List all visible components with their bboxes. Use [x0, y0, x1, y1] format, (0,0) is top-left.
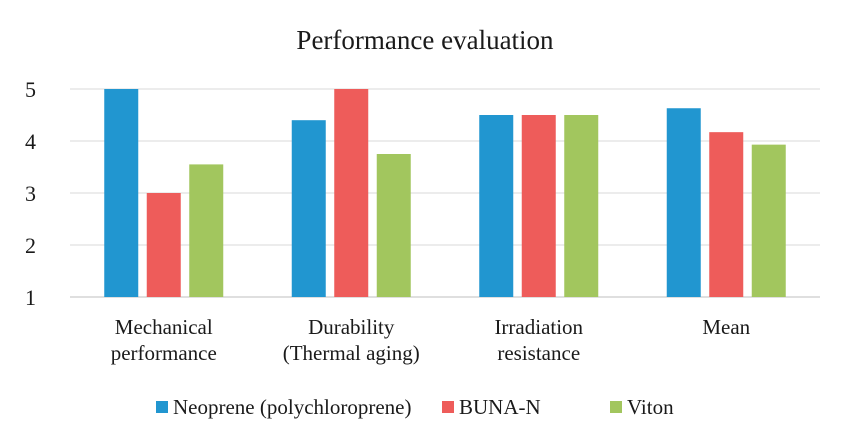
- chart-title: Performance evaluation: [296, 25, 554, 55]
- y-tick-label: 4: [25, 129, 36, 154]
- x-tick-label: Mechanical: [115, 315, 213, 339]
- x-tick-label: (Thermal aging): [283, 341, 420, 365]
- y-tick-label: 2: [25, 233, 36, 258]
- bar: [334, 89, 369, 297]
- bar: [376, 154, 411, 297]
- bar: [146, 193, 181, 297]
- legend-swatch: [156, 401, 168, 413]
- bar: [666, 108, 701, 298]
- y-tick-label: 3: [25, 181, 36, 206]
- bar: [189, 164, 224, 297]
- bars: [104, 89, 786, 298]
- gridlines: [70, 88, 820, 298]
- x-tick-label: Durability: [308, 315, 395, 339]
- bar: [104, 89, 139, 297]
- x-tick-label: resistance: [497, 341, 580, 365]
- bar: [521, 115, 556, 297]
- bar: [564, 115, 599, 297]
- legend-swatch: [442, 401, 454, 413]
- bar: [479, 115, 514, 297]
- x-tick-label: performance: [111, 341, 217, 365]
- legend-label: Viton: [627, 395, 674, 419]
- x-tick-label: Irradiation: [494, 315, 583, 339]
- legend-label: BUNA-N: [459, 395, 541, 419]
- legend: Neoprene (polychloroprene) BUNA-N Viton: [156, 395, 674, 419]
- x-tick-label: Mean: [702, 315, 750, 339]
- y-tick-label: 5: [25, 77, 36, 102]
- legend-swatch: [610, 401, 622, 413]
- y-tick-label: 1: [25, 285, 36, 310]
- bar: [751, 144, 786, 297]
- y-axis-tick-labels: 1 2 3 4 5: [25, 77, 36, 310]
- legend-label: Neoprene (polychloroprene): [173, 395, 411, 419]
- bar: [709, 132, 744, 297]
- bar: [291, 120, 326, 297]
